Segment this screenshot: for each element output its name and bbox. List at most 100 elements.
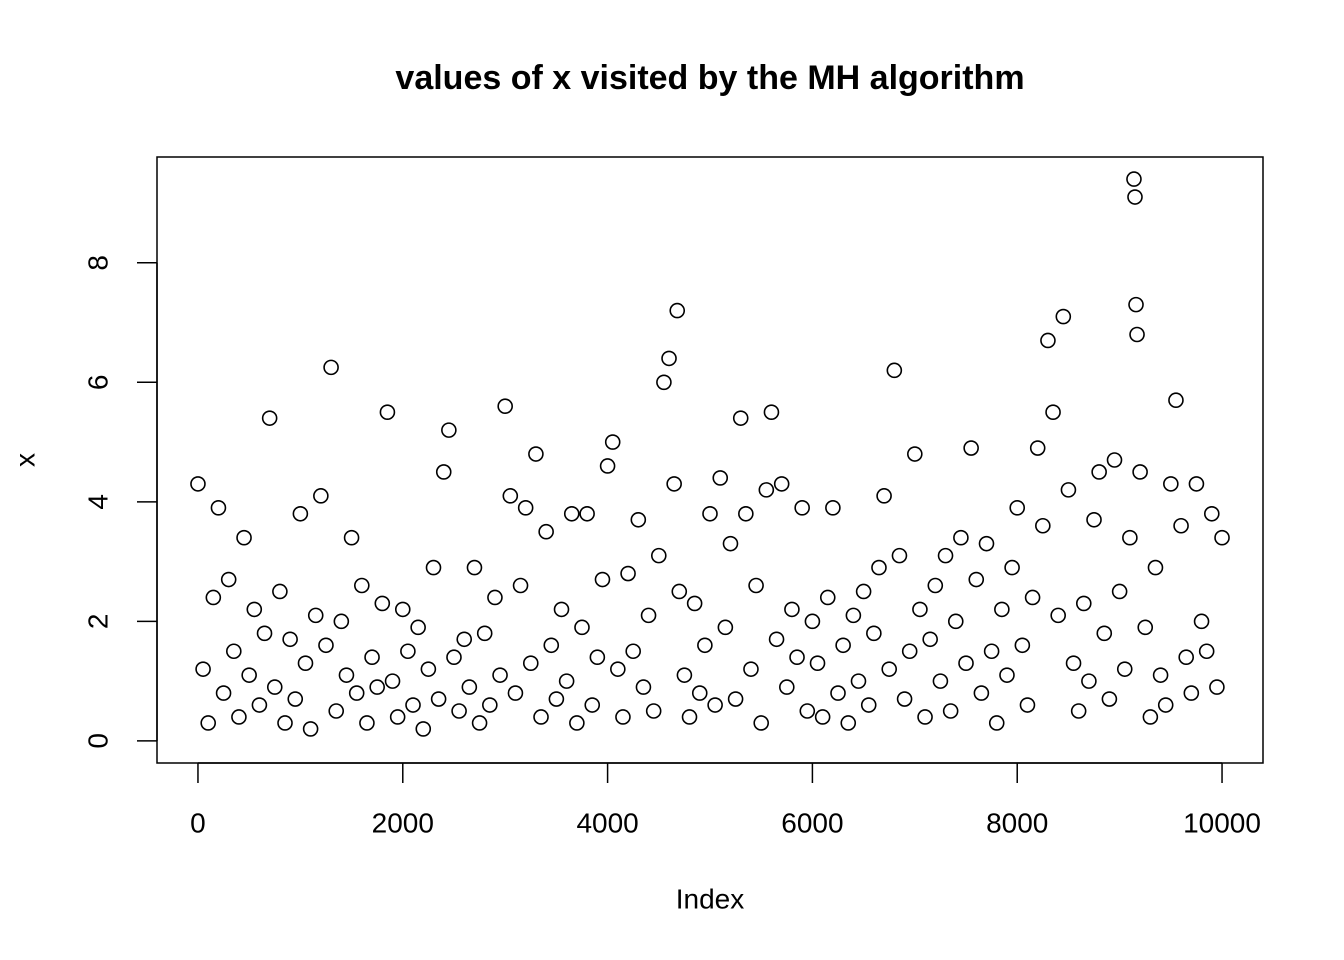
point — [738, 505, 754, 522]
point — [1214, 529, 1230, 546]
point — [1060, 482, 1077, 498]
point — [348, 685, 365, 701]
point — [446, 649, 462, 666]
point — [261, 410, 278, 426]
point — [538, 523, 554, 540]
point — [569, 715, 585, 731]
point — [1178, 649, 1194, 666]
point — [615, 709, 631, 725]
point — [640, 607, 657, 624]
point — [809, 655, 826, 671]
point — [855, 583, 872, 600]
point — [548, 691, 565, 707]
point — [1004, 559, 1020, 576]
point — [702, 505, 718, 522]
point — [1168, 392, 1184, 409]
y-tick-label: 4 — [82, 494, 113, 510]
point — [625, 643, 641, 660]
point — [686, 595, 703, 612]
point — [190, 476, 206, 492]
point — [1086, 511, 1102, 528]
point — [871, 559, 887, 576]
y-tick-label: 8 — [82, 255, 113, 271]
point — [441, 422, 457, 438]
point — [825, 500, 841, 516]
point — [1040, 332, 1056, 349]
point — [476, 625, 493, 642]
point — [1188, 476, 1205, 492]
point — [1183, 685, 1200, 701]
point — [978, 535, 995, 552]
point — [435, 464, 452, 480]
point — [732, 410, 749, 426]
point — [779, 679, 795, 695]
point — [251, 697, 268, 713]
point — [1070, 703, 1087, 719]
point — [1137, 619, 1154, 636]
point — [1163, 476, 1179, 492]
point — [604, 434, 621, 450]
point — [891, 547, 908, 564]
point — [328, 703, 345, 719]
point — [1019, 697, 1036, 713]
point — [1081, 673, 1097, 689]
point — [932, 673, 949, 689]
point — [456, 631, 473, 648]
point — [277, 715, 293, 731]
y-axis-label: x — [9, 453, 40, 467]
point — [697, 637, 713, 654]
point — [1147, 559, 1164, 576]
point — [497, 398, 513, 415]
point — [231, 709, 247, 725]
point — [830, 685, 846, 701]
point — [901, 643, 918, 660]
point — [994, 601, 1010, 618]
point — [1122, 529, 1138, 546]
point — [425, 559, 442, 576]
point — [937, 547, 954, 564]
point — [610, 661, 626, 677]
point — [364, 649, 380, 666]
point — [292, 505, 309, 522]
x-tick-label: 8000 — [986, 807, 1048, 838]
point — [947, 613, 964, 630]
point — [200, 715, 217, 731]
point — [1029, 440, 1046, 456]
point — [461, 679, 478, 695]
point — [220, 571, 237, 588]
point — [1173, 517, 1189, 534]
point — [907, 446, 923, 462]
point — [845, 607, 862, 624]
point — [528, 446, 544, 462]
point — [451, 703, 467, 719]
x-tick-label: 0 — [190, 807, 206, 838]
point — [1127, 189, 1143, 205]
point — [671, 583, 688, 600]
point — [594, 571, 611, 588]
point — [727, 691, 744, 707]
point — [1152, 667, 1169, 683]
point — [1050, 607, 1066, 624]
point — [400, 643, 416, 660]
point — [246, 601, 263, 618]
point — [354, 577, 370, 594]
point — [1128, 296, 1144, 313]
point — [507, 685, 524, 701]
y-tick-label: 6 — [82, 375, 113, 391]
point — [1106, 452, 1123, 468]
point — [205, 589, 222, 606]
x-tick-label: 2000 — [372, 807, 434, 838]
point — [819, 589, 836, 606]
point — [579, 505, 595, 522]
point — [323, 359, 339, 376]
point — [1132, 464, 1148, 480]
point — [374, 595, 391, 612]
plot-frame — [156, 156, 1264, 764]
point — [256, 625, 273, 642]
point — [389, 709, 406, 725]
point — [768, 631, 785, 648]
point — [482, 697, 498, 713]
point — [517, 500, 534, 516]
point — [881, 661, 898, 677]
